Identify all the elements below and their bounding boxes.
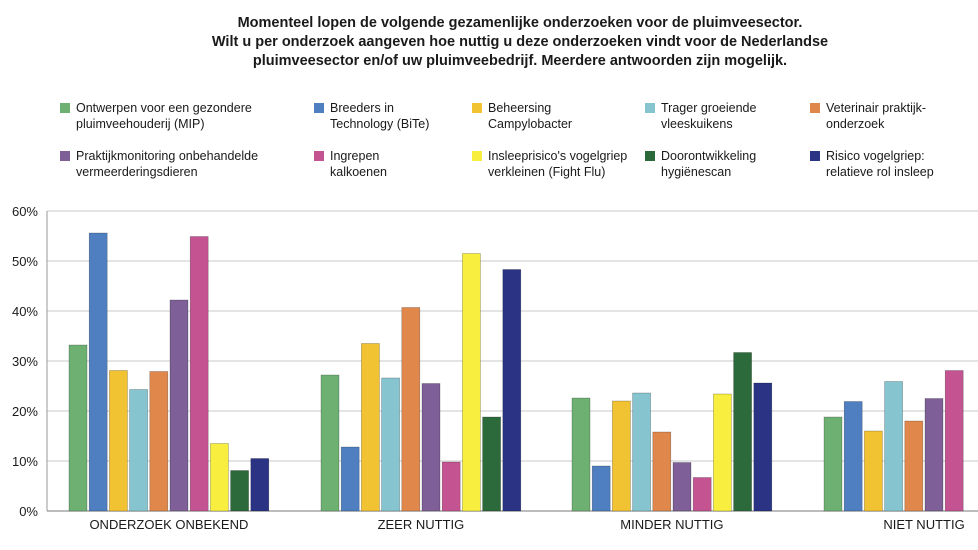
legend-swatch [472, 103, 482, 113]
legend-label: Praktijkmonitoring onbehandelde vermeerd… [76, 149, 259, 179]
bar [823, 416, 843, 512]
bar [733, 352, 752, 512]
legend-swatch [472, 151, 482, 161]
legend-item: Doorontwikkeling hygiënescan [645, 148, 756, 180]
legend-swatch [645, 151, 655, 161]
y-tick-label: 50% [12, 254, 38, 269]
bar [904, 420, 924, 512]
legend-item: Risico vogelgriep: relatieve rol insleep [810, 148, 934, 180]
legend-item: Beheersing Campylobacter [472, 100, 572, 132]
bar [502, 269, 522, 512]
bar [753, 382, 773, 512]
bar [421, 383, 441, 512]
bar [109, 370, 128, 512]
legend-label: Breeders in Technology (BiTe) [330, 101, 430, 131]
bar [210, 443, 229, 512]
legend-label: Ingrepen kalkoenen [330, 149, 387, 179]
bar [462, 253, 481, 512]
bar [692, 477, 712, 512]
bar [864, 430, 883, 512]
chart-title: Momenteel lopen de volgende gezamenlijke… [140, 14, 900, 71]
bar [612, 400, 631, 512]
bar [381, 377, 400, 512]
bar [884, 381, 903, 512]
chart-title-line: pluimveesector en/of uw pluimveebedrijf.… [252, 53, 788, 69]
bar [632, 392, 651, 512]
x-category-label: ZEER NUTTIG [378, 517, 465, 532]
legend-item: Trager groeiende vleeskuikens [645, 100, 756, 132]
bar [340, 446, 360, 512]
bar [401, 307, 421, 512]
legend-label: Veterinair praktijk- onderzoek [826, 101, 927, 131]
bar [843, 401, 863, 512]
y-tick-label: 30% [12, 354, 38, 369]
bar [320, 374, 340, 512]
bar [924, 398, 944, 512]
bar [441, 461, 461, 512]
y-tick-label: 0% [19, 504, 38, 519]
y-tick-label: 40% [12, 304, 38, 319]
legend-swatch [810, 103, 820, 113]
bar [68, 344, 88, 512]
legend-swatch [60, 151, 70, 161]
legend-swatch [314, 103, 324, 113]
bar [129, 389, 148, 512]
legend-item: Insleeprisico's vogelgriep verkleinen (F… [472, 148, 627, 180]
bar [169, 299, 189, 512]
legend-swatch [645, 103, 655, 113]
legend-label: Ontwerpen voor een gezondere pluimveehou… [76, 101, 252, 131]
x-category-label: MINDER NUTTIG [620, 517, 723, 532]
bar [652, 431, 672, 512]
chart-title-line: Momenteel lopen de volgende gezamenlijke… [237, 15, 803, 31]
legend-label: Beheersing Campylobacter [488, 101, 573, 131]
legend-swatch [810, 151, 820, 161]
y-tick-label: 20% [12, 404, 38, 419]
legend-label: Insleeprisico's vogelgriep verkleinen (F… [488, 149, 628, 179]
y-tick-label: 10% [12, 454, 38, 469]
legend-label: Risico vogelgriep: relatieve rol insleep [826, 149, 934, 179]
legend-label: Doorontwikkeling hygiënescan [661, 149, 757, 179]
bar [672, 462, 692, 512]
bar [713, 393, 732, 512]
bar [591, 465, 611, 512]
bar [250, 458, 270, 512]
x-category-label: NIET NUTTIG [883, 517, 964, 532]
bar [944, 370, 964, 512]
x-category-label: ONDERZOEK ONBEKEND [89, 517, 248, 532]
legend-swatch [314, 151, 324, 161]
y-tick-label: 60% [12, 204, 38, 219]
bar [482, 416, 501, 512]
bar [571, 397, 591, 512]
bar [189, 236, 209, 512]
legend-item: Veterinair praktijk- onderzoek [810, 100, 926, 132]
bar [149, 371, 169, 512]
legend-item: Ingrepen kalkoenen [314, 148, 387, 180]
chart-title-line: Wilt u per onderzoek aangeven hoe nuttig… [211, 34, 829, 50]
legend-item: Breeders in Technology (BiTe) [314, 100, 429, 132]
bar [361, 343, 380, 512]
legend-swatch [60, 103, 70, 113]
legend-item: Praktijkmonitoring onbehandelde vermeerd… [60, 148, 258, 180]
legend-item: Ontwerpen voor een gezondere pluimveehou… [60, 100, 252, 132]
legend-label: Trager groeiende vleeskuikens [661, 101, 757, 131]
bar [88, 232, 108, 512]
bar [230, 470, 249, 512]
